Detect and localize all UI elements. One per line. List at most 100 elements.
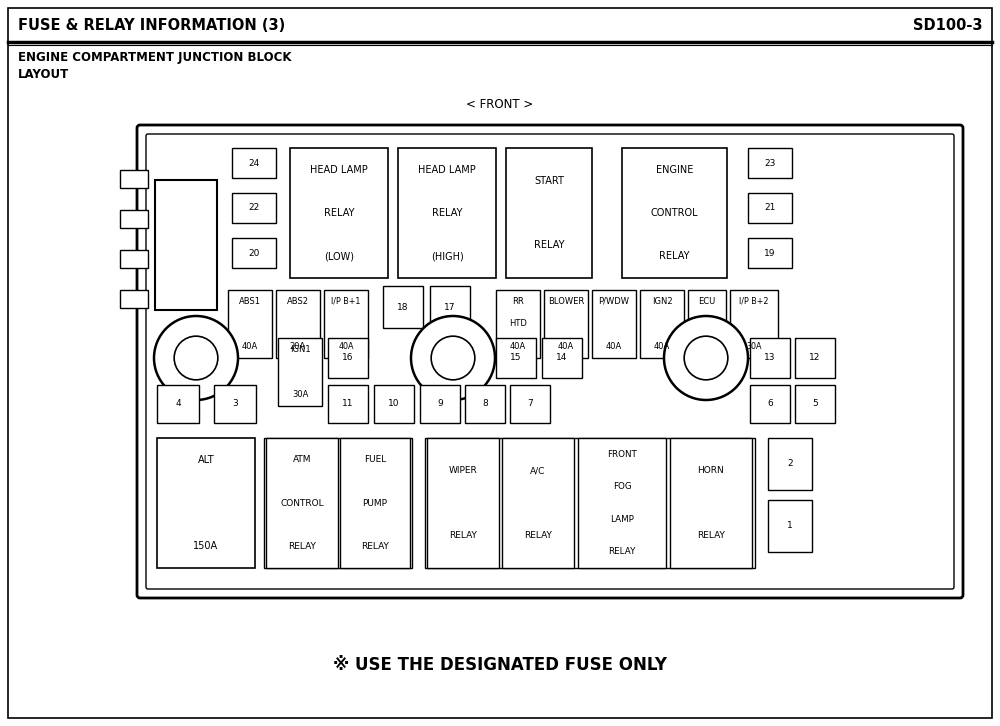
Text: 5: 5 — [812, 399, 818, 409]
Text: 40A: 40A — [558, 342, 574, 351]
Text: LAMP: LAMP — [610, 515, 634, 523]
Text: 20: 20 — [248, 248, 260, 258]
Text: BLOWER: BLOWER — [548, 297, 584, 306]
Text: 4: 4 — [175, 399, 181, 409]
Text: HORN: HORN — [698, 466, 724, 475]
Bar — [578, 438, 666, 568]
Text: 7: 7 — [527, 399, 533, 409]
Bar — [232, 238, 276, 268]
Text: 40A: 40A — [606, 342, 622, 351]
Text: 40A: 40A — [242, 342, 258, 351]
Text: 16: 16 — [342, 354, 354, 362]
Bar — [506, 148, 592, 278]
Bar — [290, 148, 388, 278]
Text: 19: 19 — [764, 248, 776, 258]
Bar — [795, 385, 835, 423]
Text: 17: 17 — [444, 303, 456, 311]
Text: < FRONT >: < FRONT > — [466, 99, 534, 112]
Bar — [510, 385, 550, 423]
Bar — [640, 290, 684, 358]
Bar — [228, 290, 272, 358]
Bar — [750, 338, 790, 378]
Text: RELAY: RELAY — [361, 542, 389, 551]
Text: CONTROL: CONTROL — [280, 499, 324, 507]
Text: I/P B+1: I/P B+1 — [331, 297, 361, 306]
Bar — [430, 286, 470, 328]
Bar — [748, 193, 792, 223]
Bar — [340, 438, 410, 568]
Text: 22: 22 — [248, 203, 260, 213]
Text: I/P B+2: I/P B+2 — [739, 297, 769, 306]
Text: IGN2: IGN2 — [652, 297, 672, 306]
Text: 18: 18 — [397, 303, 409, 311]
Bar — [120, 170, 148, 188]
Bar — [496, 290, 540, 358]
Bar — [278, 338, 322, 406]
Text: 150A: 150A — [193, 542, 219, 551]
Text: 13: 13 — [764, 354, 776, 362]
Bar — [748, 148, 792, 178]
FancyBboxPatch shape — [146, 134, 954, 589]
Text: CONTROL: CONTROL — [651, 208, 698, 218]
Text: 40A: 40A — [338, 342, 354, 351]
Circle shape — [154, 316, 238, 400]
Text: PUMP: PUMP — [362, 499, 388, 507]
Bar — [120, 210, 148, 228]
Text: IGN1: IGN1 — [290, 345, 310, 354]
Text: START: START — [534, 176, 564, 186]
Bar — [730, 290, 778, 358]
Bar — [383, 286, 423, 328]
Bar — [425, 438, 755, 568]
Bar — [157, 438, 255, 568]
Text: RELAY: RELAY — [659, 251, 690, 261]
Text: −: − — [164, 353, 176, 367]
Bar — [120, 250, 148, 268]
Text: ENGINE COMPARTMENT JUNCTION BLOCK: ENGINE COMPARTMENT JUNCTION BLOCK — [18, 52, 292, 65]
Bar — [264, 438, 412, 568]
Text: 12: 12 — [809, 354, 821, 362]
Bar — [748, 238, 792, 268]
Text: P/WDW: P/WDW — [598, 297, 630, 306]
Text: HEAD LAMP: HEAD LAMP — [310, 165, 368, 175]
Text: 9: 9 — [437, 399, 443, 409]
Text: 14: 14 — [556, 354, 568, 362]
Bar — [622, 148, 727, 278]
Text: 30A: 30A — [699, 342, 715, 351]
Bar — [120, 290, 148, 308]
Bar — [155, 180, 217, 310]
Text: 30A: 30A — [292, 390, 308, 399]
Text: HTD: HTD — [509, 319, 527, 328]
Bar — [324, 290, 368, 358]
Bar — [544, 290, 588, 358]
Text: ALT: ALT — [198, 454, 214, 465]
Text: RELAY: RELAY — [288, 542, 316, 551]
Bar — [266, 438, 338, 568]
Bar — [328, 385, 368, 423]
Circle shape — [411, 316, 495, 400]
Bar — [768, 438, 812, 490]
Bar — [374, 385, 414, 423]
Text: 1: 1 — [787, 521, 793, 531]
Bar — [496, 338, 536, 378]
Text: ATM: ATM — [293, 455, 311, 464]
Bar — [670, 438, 752, 568]
Bar — [214, 385, 256, 423]
Text: (HIGH): (HIGH) — [431, 251, 463, 261]
Text: 3: 3 — [232, 399, 238, 409]
Text: 21: 21 — [764, 203, 776, 213]
Text: 24: 24 — [248, 158, 260, 168]
Bar — [420, 385, 460, 423]
Text: ENGINE: ENGINE — [656, 165, 693, 175]
Text: 2: 2 — [787, 460, 793, 468]
Text: A/C: A/C — [530, 466, 546, 475]
Bar — [750, 385, 790, 423]
Bar — [276, 290, 320, 358]
Bar — [328, 338, 368, 378]
Circle shape — [431, 336, 475, 380]
Circle shape — [684, 336, 728, 380]
Text: FUSE & RELAY INFORMATION (3): FUSE & RELAY INFORMATION (3) — [18, 17, 285, 33]
Bar — [427, 438, 499, 568]
Text: LAYOUT: LAYOUT — [18, 68, 69, 81]
Text: 40A: 40A — [654, 342, 670, 351]
Text: HEAD LAMP: HEAD LAMP — [418, 165, 476, 175]
